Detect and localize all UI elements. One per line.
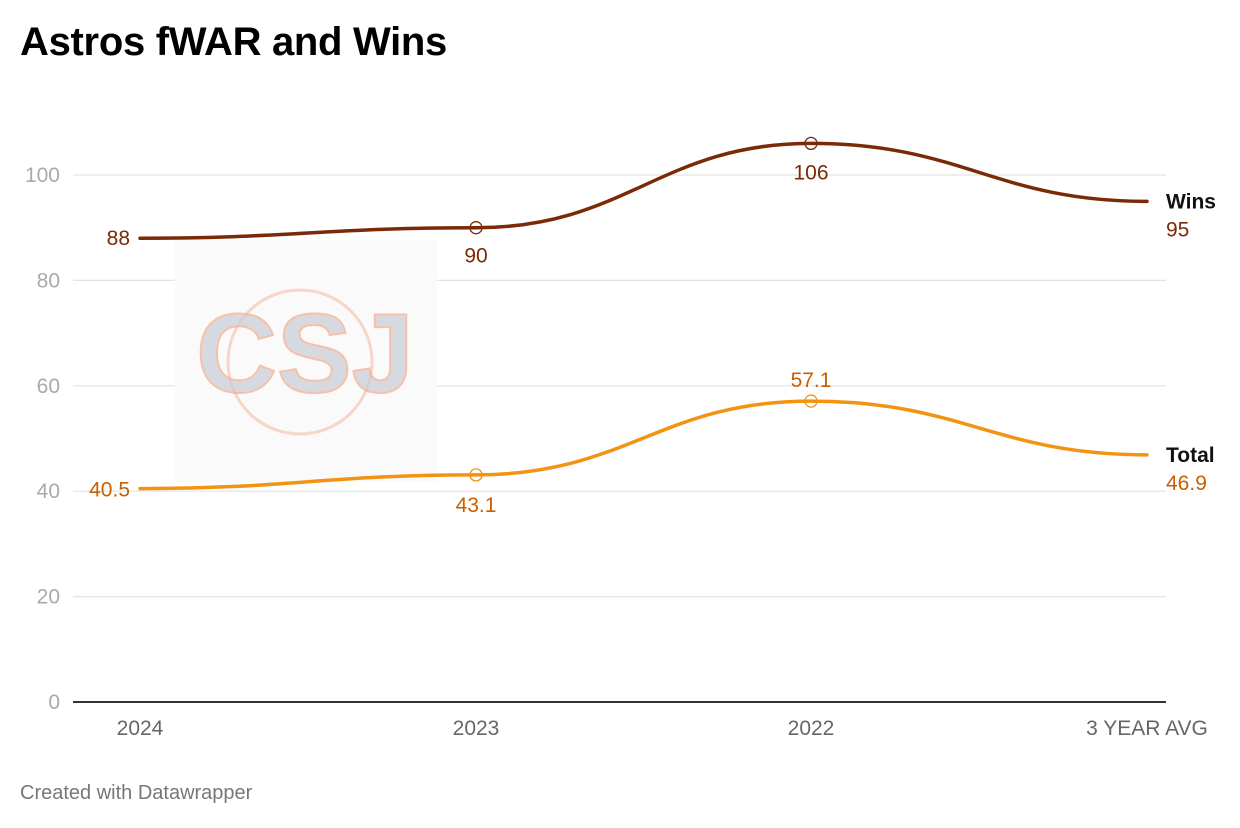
data-point-marker bbox=[804, 394, 818, 408]
y-tick-label: 60 bbox=[37, 375, 60, 398]
csj-logo-text: CSJ bbox=[196, 291, 414, 416]
series-name-label: Wins bbox=[1166, 190, 1216, 213]
data-label: 88 bbox=[107, 227, 130, 250]
data-label: 43.1 bbox=[456, 494, 497, 517]
data-label: 40.5 bbox=[89, 479, 130, 502]
y-tick-label: 80 bbox=[37, 269, 60, 292]
x-tick-label: 2023 bbox=[453, 717, 500, 740]
csj-watermark: CSJ bbox=[175, 240, 437, 482]
x-tick-label: 3 YEAR AVG bbox=[1086, 717, 1208, 740]
x-tick-label: 2024 bbox=[117, 717, 164, 740]
series-line-total bbox=[138, 399, 1149, 491]
data-point-marker bbox=[469, 221, 483, 235]
data-point-marker bbox=[804, 136, 818, 151]
credit-text: Created with Datawrapper bbox=[20, 782, 253, 804]
axes: 0 20 40 60 80 100 2024 2023 2022 3 YEAR AVG bbox=[25, 164, 1208, 740]
data-label: 90 bbox=[464, 245, 487, 268]
x-tick-label: 2022 bbox=[788, 717, 835, 740]
data-label: 57.1 bbox=[791, 369, 832, 392]
series-line-wins bbox=[138, 141, 1149, 240]
data-labels: 88 90 106 95 Wins 40.5 43.1 57.1 46.9 Total bbox=[89, 161, 1216, 516]
y-tick-label: 0 bbox=[48, 691, 60, 714]
baseball-icon bbox=[226, 288, 374, 436]
y-tick-label: 100 bbox=[25, 164, 60, 187]
series-name-label: Total bbox=[1166, 444, 1215, 467]
y-tick-label: 40 bbox=[37, 480, 60, 503]
data-label: 46.9 bbox=[1166, 472, 1207, 495]
watermark-background bbox=[175, 240, 437, 482]
series-lines bbox=[138, 136, 1149, 491]
y-tick-label: 20 bbox=[37, 586, 60, 609]
data-label: 95 bbox=[1166, 218, 1189, 241]
data-point-marker bbox=[469, 468, 483, 482]
chart-title: Astros fWAR and Wins bbox=[20, 20, 447, 64]
data-label: 106 bbox=[793, 161, 828, 184]
